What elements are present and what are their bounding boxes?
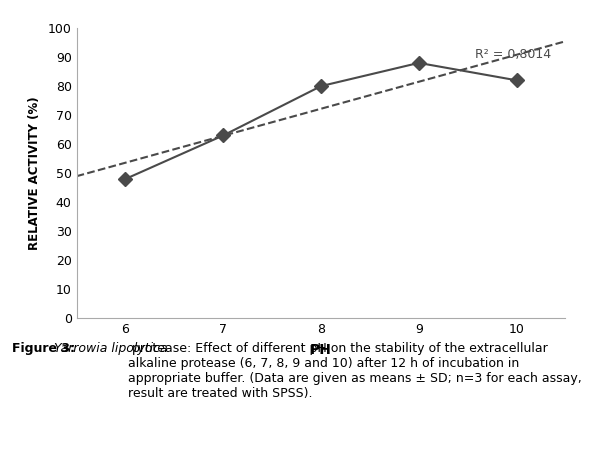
X-axis label: PH: PH [310, 343, 332, 357]
Y-axis label: RELATIVE ACTIVITY (%): RELATIVE ACTIVITY (%) [28, 96, 41, 250]
Text: Yarrowia lipolytica: Yarrowia lipolytica [54, 342, 168, 355]
Text: Figure 3:: Figure 3: [12, 342, 79, 355]
Text: protease: Effect of different pH on the stability of the extracellular alkaline : protease: Effect of different pH on the … [128, 342, 581, 400]
Text: R² = 0,8014: R² = 0,8014 [475, 48, 551, 61]
